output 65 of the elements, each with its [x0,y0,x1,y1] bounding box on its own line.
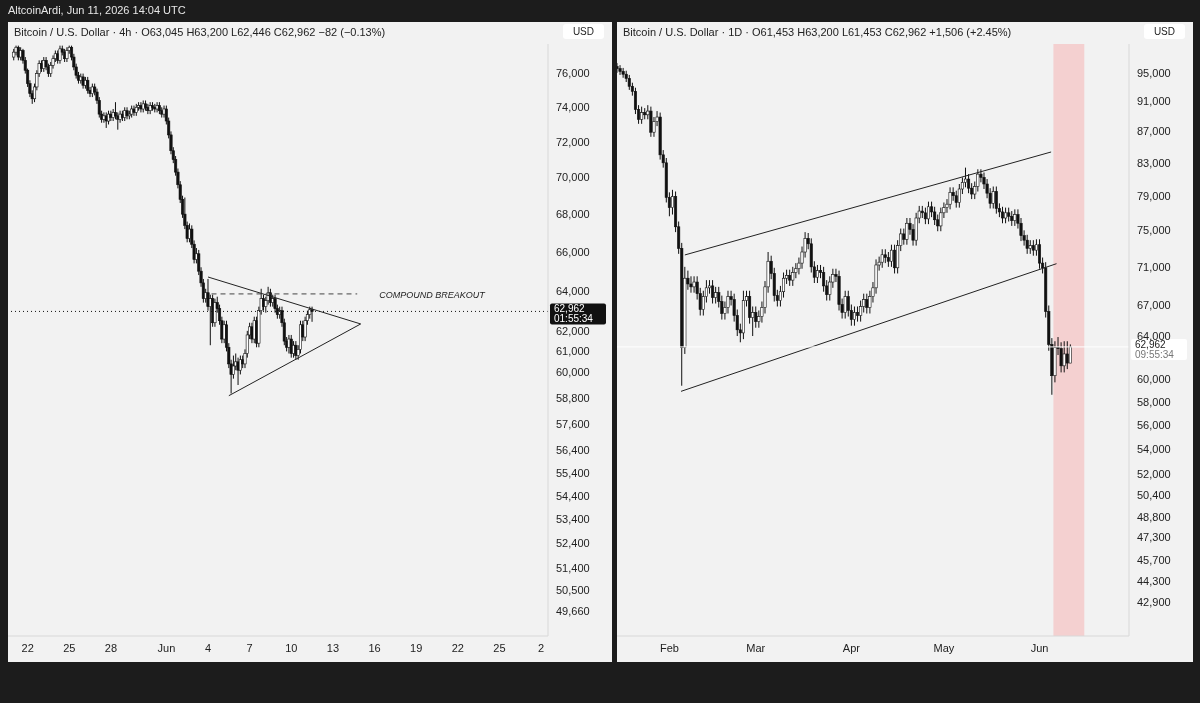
y-tick-label: 55,400 [556,467,590,480]
y-tick-label: 87,000 [1137,125,1171,138]
y-tick-label: 56,000 [1137,418,1171,431]
y-tick-label: 44,300 [1137,575,1171,588]
y-tick-label: 83,000 [1137,156,1171,169]
y-axis-title: USD [1143,24,1185,39]
x-tick-label: Jun [157,641,176,654]
x-tick-label: 25 [493,641,506,654]
y-tick-label: 71,000 [1137,260,1171,273]
ref-line-label: 62,962 01:55:34 [554,303,594,325]
x-tick-label: 10 [285,641,298,654]
x-tick-label: 28 [104,641,118,654]
y-tick-label: 45,700 [1137,554,1171,567]
y-tick-label: 60,000 [1137,372,1171,385]
chart-title: Bitcoin / U.S. Dollar · 4h · O63,045 H63,200 L62,446 C62,962 −82 (−0.13%) [14,26,386,38]
y-tick-label: 52,400 [556,537,590,550]
y-tick-label: 58,000 [1137,395,1171,408]
y-tick-label: 57,600 [556,417,590,430]
chart-title: Bitcoin / U.S. Dollar · 1D · O61,453 H63,200 L61,453 C62,962 +1,506 (+2.45%) [623,26,1012,38]
y-tick-label: 52,000 [1137,468,1171,481]
y-tick-label: 66,000 [556,245,590,258]
x-tick-label: Jun [1030,641,1049,654]
y-tick-label: 42,900 [1137,596,1171,609]
y-tick-label: 64,000 [556,284,590,297]
x-tick-label: 4 [204,641,212,654]
y-tick-label: 54,400 [556,490,590,503]
y-tick-label: 58,800 [556,391,590,404]
x-tick-label: 19 [410,641,423,654]
x-tick-label: 2 [538,641,545,654]
x-tick-label: Mar [746,641,766,654]
y-tick-label: 49,660 [556,605,590,618]
y-tick-label: 62,000 [556,324,590,337]
y-axis-title: USD [562,24,604,39]
y-tick-label: 61,000 [556,345,590,358]
x-tick-label: Apr [842,641,861,654]
y-tick-label: 50,500 [556,584,590,597]
y-tick-label: 64,000 [1137,329,1171,342]
y-tick-label: 74,000 [556,101,590,114]
y-tick-label: 72,000 [556,135,590,148]
y-tick-label: 76,000 [556,67,590,80]
y-tick-label: 48,800 [1137,510,1171,523]
y-tick-label: 53,400 [556,513,590,526]
y-tick-label: 70,000 [556,171,590,184]
x-tick-label: 22 [451,641,464,654]
y-tick-label: 68,000 [556,208,590,221]
x-tick-label: May [933,641,955,654]
y-tick-label: 79,000 [1137,189,1171,202]
x-tick-label: 22 [21,641,34,654]
annotation: COMPOUND BREAKOUT [379,289,487,300]
y-tick-label: 56,400 [556,444,590,457]
y-tick-label: 75,000 [1137,224,1171,237]
x-tick-label: Feb [659,641,679,654]
y-tick-label: 60,000 [556,366,590,379]
y-tick-label: 54,000 [1137,443,1171,456]
y-tick-label: 47,300 [1137,531,1171,544]
x-tick-label: 7 [246,641,253,654]
text: AltcoinArdi, Jun 11, 2026 14:04 UTC [8,4,186,16]
y-tick-label: 95,000 [1137,66,1171,79]
y-tick-label: 51,400 [556,561,590,574]
x-tick-label: 25 [63,641,76,654]
y-tick-label: 50,400 [1137,489,1171,502]
x-tick-label: 13 [326,641,340,654]
y-tick-label: 67,000 [1137,299,1171,312]
x-tick-label: 16 [368,641,381,654]
y-tick-label: 91,000 [1137,95,1171,108]
